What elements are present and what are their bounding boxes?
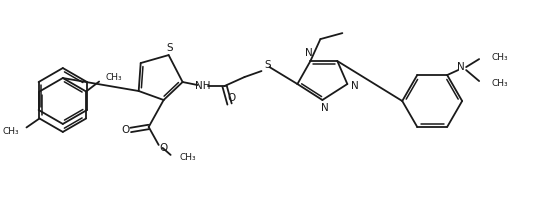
Text: O: O [160,143,168,153]
Text: S: S [166,43,173,53]
Text: CH₃: CH₃ [491,53,507,61]
Text: CH₃: CH₃ [180,153,196,162]
Text: O: O [122,125,130,135]
Text: N: N [457,62,465,72]
Text: O: O [228,93,236,103]
Text: S: S [264,60,271,70]
Text: N: N [352,81,359,91]
Text: N: N [321,103,328,113]
Text: CH₃: CH₃ [105,73,122,82]
Text: CH₃: CH₃ [3,127,19,136]
Text: CH₃: CH₃ [491,79,507,88]
Text: NH: NH [195,81,210,91]
Text: N: N [305,48,312,58]
